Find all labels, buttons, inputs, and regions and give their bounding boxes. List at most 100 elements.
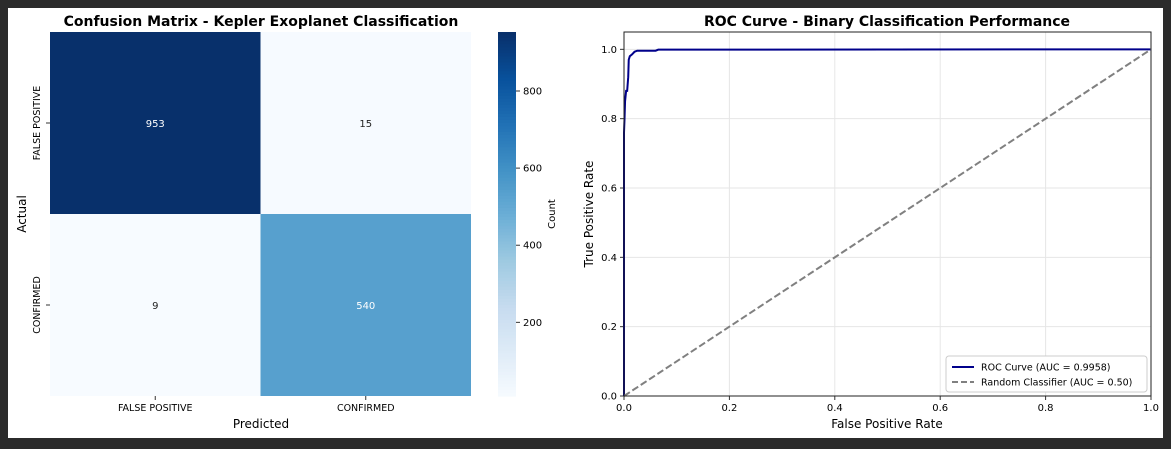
colorbar-segment [498, 77, 516, 82]
colorbar-segment [498, 289, 516, 294]
colorbar-segment [498, 135, 516, 139]
cell-value: 540 [356, 301, 375, 312]
colorbar-segment [498, 386, 516, 391]
colorbar-segment [498, 119, 516, 124]
colorbar-segment [498, 323, 516, 327]
roc-axes-frame [623, 31, 1152, 397]
colorbar-segment [498, 113, 516, 118]
colorbar-segment [498, 332, 516, 336]
colorbar-segment [498, 144, 516, 148]
colorbar-segment [498, 86, 516, 91]
colorbar-tick-label: 400 [523, 241, 542, 252]
colorbar-segment [498, 92, 516, 97]
colorbar-segment [498, 277, 516, 282]
colorbar-segment [498, 47, 516, 51]
x-tick-label: 0.4 [827, 403, 843, 414]
colorbar-segment [498, 110, 516, 115]
colorbar-segment [498, 311, 516, 315]
x-tick-label: 0.0 [616, 403, 632, 414]
roc-xlabel: False Positive Rate [831, 417, 943, 431]
colorbar-segment [498, 165, 516, 170]
heatmap-title: Confusion Matrix - Kepler Exoplanet Clas… [64, 14, 459, 30]
y-tick-label: 0.0 [601, 392, 617, 403]
colorbar-segment [498, 162, 516, 167]
heatmap-cell [50, 32, 261, 214]
colorbar-segment [498, 314, 516, 318]
colorbar-segment [498, 83, 516, 88]
colorbar-segment [498, 98, 516, 103]
colorbar-segment [498, 129, 516, 133]
colorbar-segment [498, 217, 516, 221]
colorbar-segment [498, 253, 516, 258]
colorbar-segment [498, 89, 516, 94]
colorbar-segment [498, 116, 516, 121]
colorbar-segment [498, 298, 516, 303]
colorbar-segment [498, 177, 516, 182]
colorbar-segment [498, 95, 516, 100]
colorbar-segment [498, 371, 516, 376]
colorbar-segment [498, 32, 516, 36]
colorbar-segment [498, 338, 516, 342]
colorbar-segment [498, 268, 516, 273]
colorbar-segment [498, 223, 516, 227]
figure: Confusion Matrix - Kepler Exoplanet Clas… [8, 8, 1163, 438]
colorbar-segment [498, 235, 516, 239]
colorbar-segment [498, 226, 516, 230]
colorbar-segment [498, 280, 516, 285]
colorbar-segment [498, 150, 516, 154]
y-tick-label: 1.0 [601, 45, 617, 56]
y-tick-label: 0.2 [601, 322, 617, 333]
colorbar-segment [498, 335, 516, 339]
colorbar-segment [498, 62, 516, 66]
colorbar-segment [498, 204, 516, 209]
colorbar-segment [498, 126, 516, 130]
roc-title: ROC Curve - Binary Classification Perfor… [704, 14, 1070, 30]
colorbar-segment [498, 171, 516, 176]
colorbar-segment [498, 101, 516, 106]
colorbar-segment [498, 38, 516, 42]
colorbar-segment [498, 359, 516, 364]
colorbar-segment [498, 232, 516, 236]
colorbar-segment [498, 180, 516, 185]
colorbar-segment [498, 350, 516, 355]
cell-value: 9 [152, 301, 158, 312]
colorbar-segment [498, 292, 516, 297]
colorbar-segment [498, 35, 516, 39]
colorbar-segment [498, 168, 516, 173]
colorbar-segment [498, 107, 516, 112]
colorbar-tick-label: 600 [523, 164, 542, 175]
colorbar-segment [498, 344, 516, 349]
colorbar-segment [498, 53, 516, 57]
colorbar-segment [498, 362, 516, 367]
colorbar-segment [498, 74, 516, 79]
figure-svg: Confusion Matrix - Kepler Exoplanet Clas… [15, 14, 1159, 431]
colorbar-segment [498, 380, 516, 385]
colorbar-tick-label: 800 [523, 86, 542, 97]
colorbar-segment [498, 141, 516, 145]
colorbar-segment [498, 341, 516, 346]
colorbar-segment [498, 201, 516, 206]
colorbar-segment [498, 68, 516, 73]
colorbar-segment [498, 247, 516, 251]
legend-label: Random Classifier (AUC = 0.50) [981, 378, 1132, 389]
roc-ylabel: True Positive Rate [582, 161, 596, 269]
colorbar-segment [498, 392, 516, 397]
colorbar-segment [498, 274, 516, 279]
x-tick-label: FALSE POSITIVE [118, 403, 193, 414]
colorbar-segment [498, 138, 516, 142]
colorbar-tick-label: 200 [523, 318, 542, 329]
colorbar-segment [498, 283, 516, 288]
colorbar-segment [498, 153, 516, 157]
colorbar-segment [498, 183, 516, 188]
colorbar-segment [498, 374, 516, 379]
colorbar-segment [498, 295, 516, 300]
cell-value: 953 [146, 119, 165, 130]
colorbar-segment [498, 159, 516, 164]
colorbar-segment [498, 244, 516, 248]
x-tick-label: 1.0 [1143, 403, 1159, 414]
colorbar-segment [498, 59, 516, 63]
colorbar-segment [498, 192, 516, 197]
colorbar-segment [498, 207, 516, 212]
colorbar-segment [498, 214, 516, 218]
colorbar-segment [498, 389, 516, 394]
